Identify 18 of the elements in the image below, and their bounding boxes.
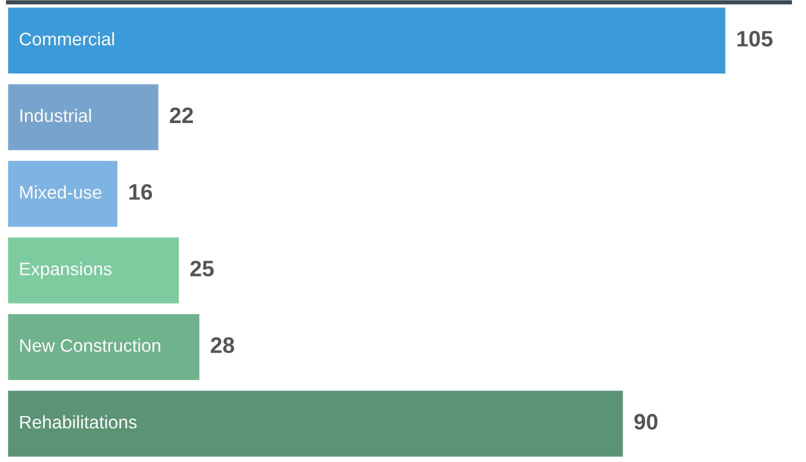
data-label: 25 (190, 260, 214, 276)
data-label: 90 (634, 414, 658, 430)
bar (8, 314, 200, 380)
bar (8, 390, 623, 457)
data-label: 22 (170, 107, 193, 123)
y-tick-label: Commercial (20, 32, 114, 46)
data-label: 28 (210, 337, 234, 354)
y-tick-label: New Construction (20, 338, 160, 352)
bar (8, 160, 118, 227)
data-label: 16 (130, 184, 152, 200)
y-tick-label: Mixed-use (20, 185, 102, 199)
y-tick-label: Industrial (20, 108, 91, 122)
bar (8, 84, 158, 150)
y-tick-label: Expansions (20, 262, 112, 279)
bar (8, 238, 179, 304)
bar (8, 8, 726, 74)
data-label: 105 (737, 30, 773, 47)
y-tick-label: Rehabilitations (20, 415, 137, 429)
